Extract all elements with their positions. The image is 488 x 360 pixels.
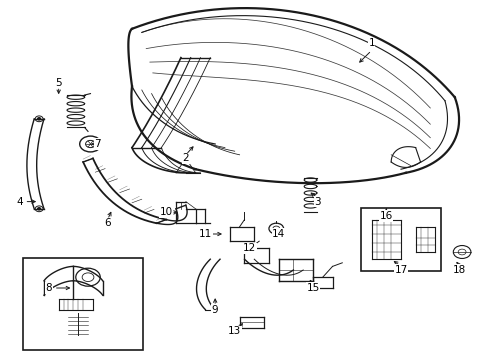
Text: 3: 3 [314,197,321,207]
Text: 18: 18 [452,265,466,275]
Text: 5: 5 [55,78,62,88]
Text: 13: 13 [227,326,241,336]
Text: 2: 2 [182,153,189,163]
Text: 17: 17 [393,265,407,275]
Text: 8: 8 [45,283,52,293]
FancyBboxPatch shape [23,258,142,350]
FancyBboxPatch shape [360,208,440,271]
Text: 7: 7 [94,139,101,149]
Text: 4: 4 [16,197,23,207]
Text: 1: 1 [367,38,374,48]
Text: 14: 14 [271,229,285,239]
Text: 11: 11 [198,229,212,239]
Text: 6: 6 [104,218,111,228]
Text: 10: 10 [160,207,172,217]
Circle shape [38,118,41,120]
Text: 15: 15 [305,283,319,293]
Text: 16: 16 [379,211,392,221]
Text: 12: 12 [242,243,256,253]
Text: 9: 9 [211,305,218,315]
Circle shape [38,208,41,210]
